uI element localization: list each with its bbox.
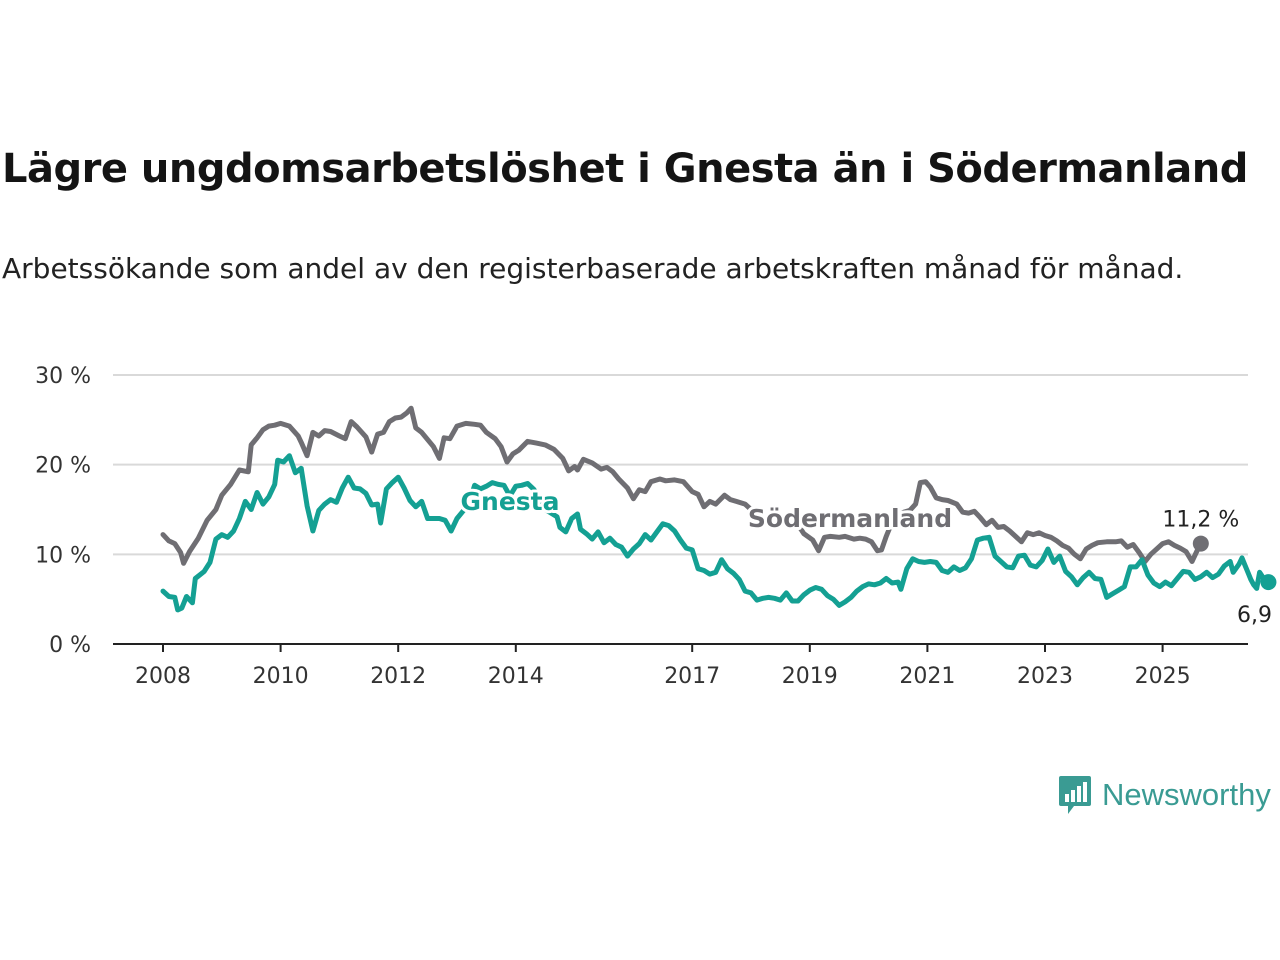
x-tick-label: 2017 [664, 664, 720, 689]
series-end-value-label: 11,2 % [1162, 508, 1239, 533]
x-tick-label: 2025 [1135, 664, 1191, 689]
chart-title: Lägre ungdomsarbetslöshet i Gnesta än i … [2, 146, 1248, 192]
brand-name: Newsworthy [1102, 777, 1271, 812]
series-end-value-label: 6,9 % [1237, 603, 1280, 628]
series-end-marker [1260, 574, 1277, 591]
y-tick-label: 30 % [35, 364, 91, 389]
series-line-södermanland [160, 405, 1204, 566]
newsworthy-logo[interactable]: Newsworthy [1058, 774, 1271, 816]
series-line-gnesta [160, 453, 1271, 613]
x-tick-label: 2014 [488, 664, 544, 689]
series-lines [160, 405, 1277, 613]
x-tick-label: 2012 [370, 664, 426, 689]
x-tick-label: 2021 [899, 664, 955, 689]
x-tick-label: 2023 [1017, 664, 1073, 689]
y-tick-label: 0 % [49, 633, 91, 658]
series-end-marker [1192, 535, 1209, 552]
series-label: Södermanland [748, 504, 952, 533]
series-labels: Södermanland 11,2 % Gnesta 6,9 % [458, 484, 1280, 631]
series-label: Gnesta [461, 487, 560, 516]
gridlines [113, 374, 1248, 556]
x-axis: 2008 2010 2012 2014 2017 2019 2021 2023 2025 [113, 643, 1248, 689]
x-tick-label: 2010 [253, 664, 309, 689]
x-tick-label: 2019 [782, 664, 838, 689]
newsworthy-logo-icon [1059, 776, 1091, 814]
y-axis: 0 % 10 % 20 % 30 % [35, 364, 91, 658]
y-tick-label: 20 % [35, 454, 91, 479]
chart-subtitle: Arbetssökande som andel av den registerb… [2, 252, 1184, 285]
x-tick-label: 2008 [135, 664, 191, 689]
y-tick-label: 10 % [35, 543, 91, 568]
